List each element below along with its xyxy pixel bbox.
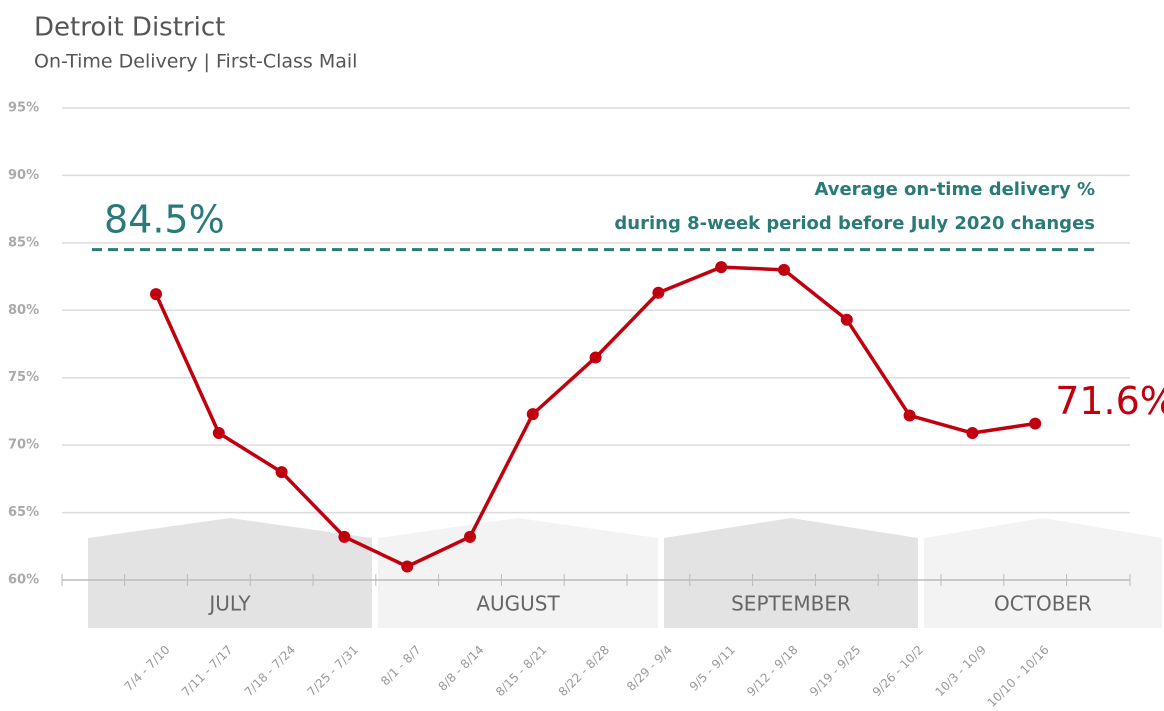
y-tick-label: 90% <box>8 168 39 183</box>
x-tick-label: 9/12 - 9/18 <box>744 643 800 699</box>
data-point <box>212 427 225 440</box>
x-tick-label: 9/26 - 10/2 <box>870 643 926 699</box>
month-label: OCTOBER <box>994 592 1092 616</box>
x-tick-label: 9/5 - 9/11 <box>687 643 738 694</box>
data-point <box>903 409 916 422</box>
chart-subtitle: On-Time Delivery | First-Class Mail <box>34 51 357 73</box>
data-point <box>589 351 602 364</box>
month-band <box>88 518 372 628</box>
month-label: AUGUST <box>476 592 560 616</box>
data-point <box>401 560 414 573</box>
y-tick-label: 60% <box>8 573 39 588</box>
y-tick-label: 65% <box>8 505 39 520</box>
annotation: Average on-time delivery % <box>814 179 1095 200</box>
x-tick-label: 7/4 - 7/10 <box>122 643 173 694</box>
data-point <box>715 261 728 274</box>
x-tick-label: 8/8 - 8/14 <box>436 643 487 694</box>
y-tick-label: 80% <box>8 303 39 318</box>
x-tick-label: 8/15 - 8/21 <box>493 643 549 699</box>
data-point <box>652 286 665 299</box>
data-point <box>840 313 853 326</box>
x-tick-label: 10/3 - 10/9 <box>933 643 989 699</box>
x-tick-label: 10/10 - 10/16 <box>985 643 1052 710</box>
data-point <box>1029 417 1042 430</box>
data-point <box>966 427 979 440</box>
data-point <box>150 288 162 301</box>
y-tick-label: 75% <box>8 370 39 385</box>
data-point <box>526 408 539 421</box>
data-point <box>464 530 476 543</box>
y-tick-label: 85% <box>8 235 39 250</box>
annotation: during 8-week period before July 2020 ch… <box>614 213 1095 234</box>
x-tick-label: 7/25 - 7/31 <box>305 643 361 699</box>
y-tick-label: 70% <box>8 438 39 453</box>
month-label: SEPTEMBER <box>731 592 851 616</box>
data-line <box>154 265 1036 569</box>
x-tick-label: 8/29 - 9/4 <box>624 643 675 694</box>
x-tick-label: 7/11 - 7/17 <box>179 643 235 699</box>
x-tick-label: 8/1 - 8/7 <box>378 643 424 689</box>
data-point <box>275 466 288 479</box>
data-label: 71.6% <box>1055 379 1164 423</box>
month-band <box>924 518 1162 628</box>
x-tick-label: 7/18 - 7/24 <box>242 643 298 699</box>
month-band <box>664 518 918 628</box>
reference-label: 84.5% <box>104 198 225 242</box>
x-tick-label: 8/22 - 8/28 <box>556 643 612 699</box>
chart-title: Detroit District <box>34 13 225 43</box>
month-label: JULY <box>207 592 251 616</box>
x-tick-label: 9/19 - 9/25 <box>807 643 863 699</box>
data-point <box>778 263 790 276</box>
y-tick-label: 95% <box>8 101 39 116</box>
data-point <box>338 530 351 543</box>
